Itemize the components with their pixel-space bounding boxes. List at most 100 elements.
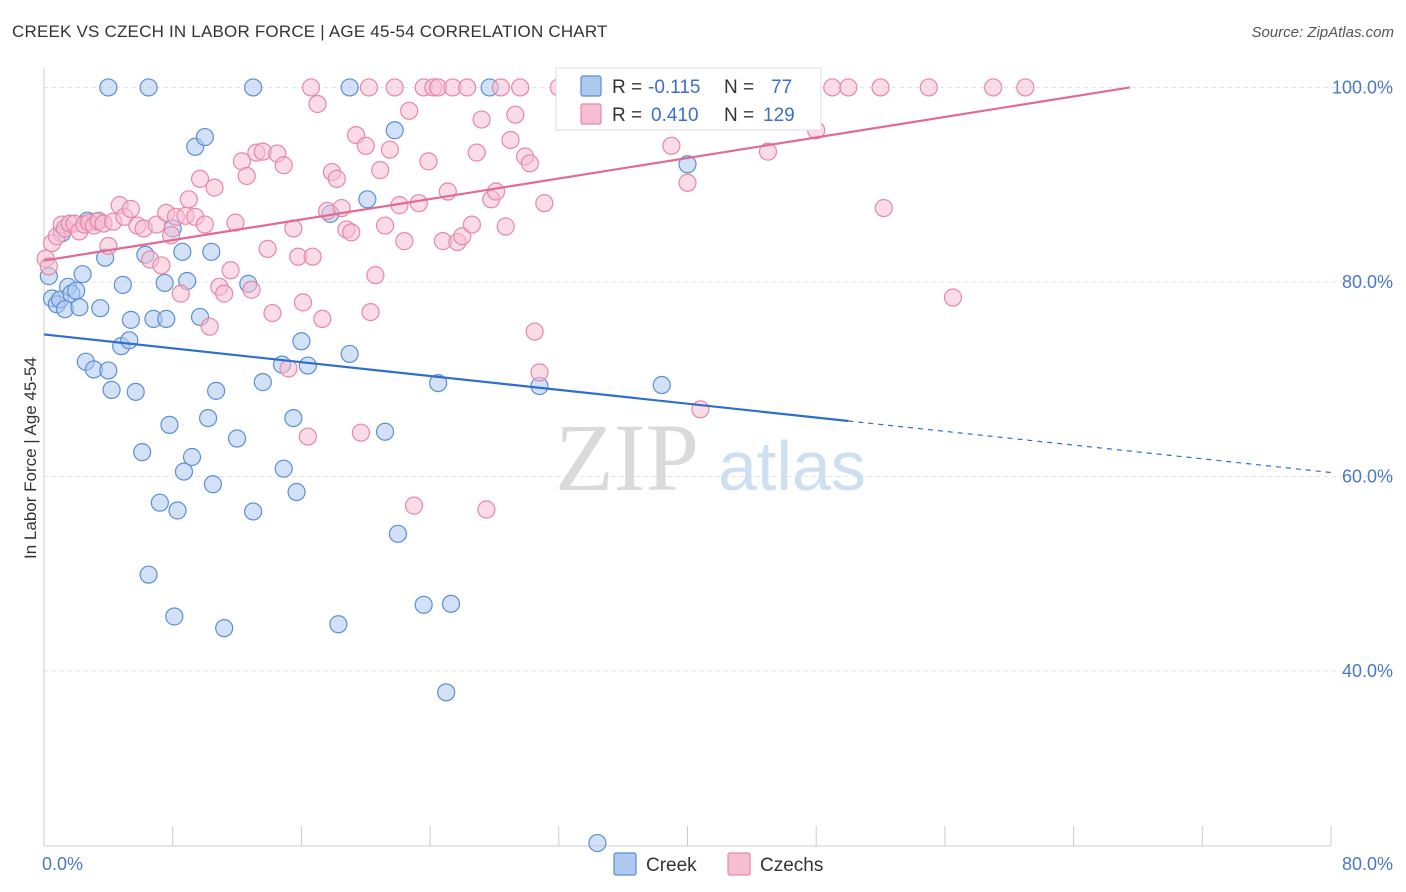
watermark-atlas: atlas (718, 427, 866, 505)
creek-point (133, 443, 152, 462)
tick-labels: 40.0% 60.0% 80.0% 100.0% 0.0% 80.0% (42, 77, 1393, 874)
legend-n-label-creek: N = (724, 77, 754, 98)
creek-point (437, 683, 456, 702)
czech-point (467, 143, 486, 162)
creek-point (414, 595, 433, 614)
czech-point (313, 309, 332, 329)
creek-point (388, 524, 408, 543)
creek-point (287, 482, 306, 502)
creek-point (99, 361, 118, 380)
czech-point (404, 496, 424, 515)
czech-point (419, 152, 438, 171)
czech-point (400, 101, 419, 120)
creek-point (70, 298, 89, 317)
creek-point (139, 565, 158, 584)
bottom-legend-swatch-czech (727, 852, 751, 876)
czech-point (823, 78, 842, 97)
creek-point (121, 310, 140, 329)
creek-point (165, 607, 184, 626)
czech-point (525, 322, 544, 341)
czech-points (36, 78, 1035, 519)
creek-point (274, 459, 293, 478)
czech-point (308, 94, 327, 114)
czech-point (195, 215, 214, 234)
legend-n-value-creek: 77 (771, 77, 792, 98)
y-tick-label: 80.0% (1342, 272, 1393, 292)
czech-point (351, 423, 371, 442)
czech-point (147, 215, 166, 234)
creek-point (155, 273, 174, 293)
czech-point (678, 173, 697, 192)
czech-point (839, 78, 858, 97)
source-label: Source: ZipAtlas.com (1251, 24, 1394, 41)
creek-point (340, 344, 359, 364)
creek-point (202, 242, 221, 261)
series-legend: Creek Czechs (613, 852, 823, 876)
y-axis-label: In Labor Force | Age 45-54 (21, 357, 40, 559)
creek-trend-extension (848, 420, 1332, 474)
czech-point (871, 78, 890, 97)
czech-point (477, 500, 496, 519)
czech-point (453, 227, 472, 246)
czech-point (263, 303, 282, 323)
czech-point (984, 78, 1003, 97)
czech-point (874, 198, 893, 218)
axes (43, 68, 1332, 847)
czech-point (359, 78, 379, 97)
legend-r-value-czech: 0.410 (651, 105, 699, 126)
czech-point (298, 427, 317, 446)
czech-point (506, 105, 525, 124)
creek-point (160, 415, 179, 435)
czech-point (371, 161, 390, 180)
bottom-legend-czech: Czechs (760, 855, 823, 876)
creek-point (168, 501, 187, 520)
creek-point (120, 331, 139, 350)
creek-point (678, 155, 697, 174)
trend-lines (43, 86, 1332, 474)
czech-point (758, 142, 778, 161)
creek-point (174, 462, 194, 481)
czech-point (530, 363, 549, 382)
bottom-legend-creek: Creek (646, 855, 697, 876)
watermark: ZIP atlas (555, 404, 866, 511)
czech-point (274, 156, 293, 175)
czech-point (221, 261, 240, 280)
czech-point (200, 317, 219, 336)
legend-swatch-creek (580, 75, 602, 97)
legend-n-label-czech: N = (724, 105, 754, 126)
legend-r-label-creek: R = (612, 77, 642, 98)
czech-point (327, 169, 346, 188)
creek-point (99, 78, 118, 97)
creek-point (652, 375, 671, 395)
y-tick-label: 40.0% (1342, 661, 1393, 681)
creek-point (91, 299, 110, 318)
legend-n-value-czech: 129 (763, 105, 795, 126)
czech-point (356, 136, 375, 155)
creek-point (329, 615, 348, 634)
creek-point (244, 78, 263, 97)
x-tick-label: 0.0% (42, 854, 83, 874)
creek-point (441, 594, 461, 613)
creek-point (298, 356, 317, 375)
czech-point (1016, 78, 1035, 97)
creek-point (198, 409, 218, 428)
x-tick-label: 80.0% (1342, 854, 1393, 874)
gridlines (44, 86, 1392, 672)
czech-point (215, 284, 234, 303)
creek-trend-line (43, 333, 849, 423)
creek-point (157, 309, 176, 329)
creek-point (292, 332, 311, 351)
czech-point (458, 78, 477, 97)
czech-point (303, 247, 322, 266)
creek-point (139, 78, 158, 97)
creek-point (358, 190, 377, 209)
creek-point (588, 833, 607, 853)
czech-point (520, 154, 539, 173)
creek-point (375, 422, 395, 441)
czech-trend-line (43, 86, 1131, 262)
czech-point (258, 239, 277, 258)
czech-point (301, 78, 321, 97)
creek-point (385, 121, 404, 140)
legend-swatch-czech (580, 103, 602, 125)
